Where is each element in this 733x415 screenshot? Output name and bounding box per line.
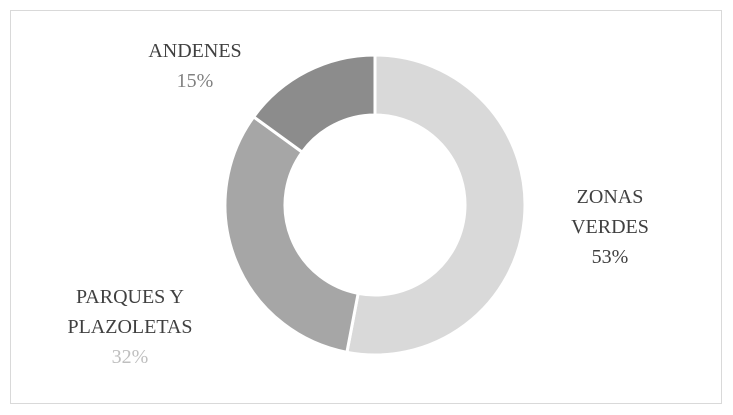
category-name: ZONAS VERDES (571, 186, 649, 238)
category-name: ANDENES (148, 40, 242, 62)
value-label: 53% (591, 246, 629, 268)
slice-label: PARQUES Y PLAZOLETAS 32% (30, 282, 230, 372)
donut-slice (251, 53, 377, 155)
slice-label: ZONAS VERDES 53% (545, 182, 675, 272)
category-name: PARQUES Y PLAZOLETAS (67, 286, 193, 338)
donut-slice (345, 53, 527, 357)
value-label: 15% (176, 70, 214, 92)
value-label: 32% (111, 346, 149, 368)
slice-label: ANDENES 15% (120, 36, 270, 96)
donut-slice (223, 114, 360, 355)
